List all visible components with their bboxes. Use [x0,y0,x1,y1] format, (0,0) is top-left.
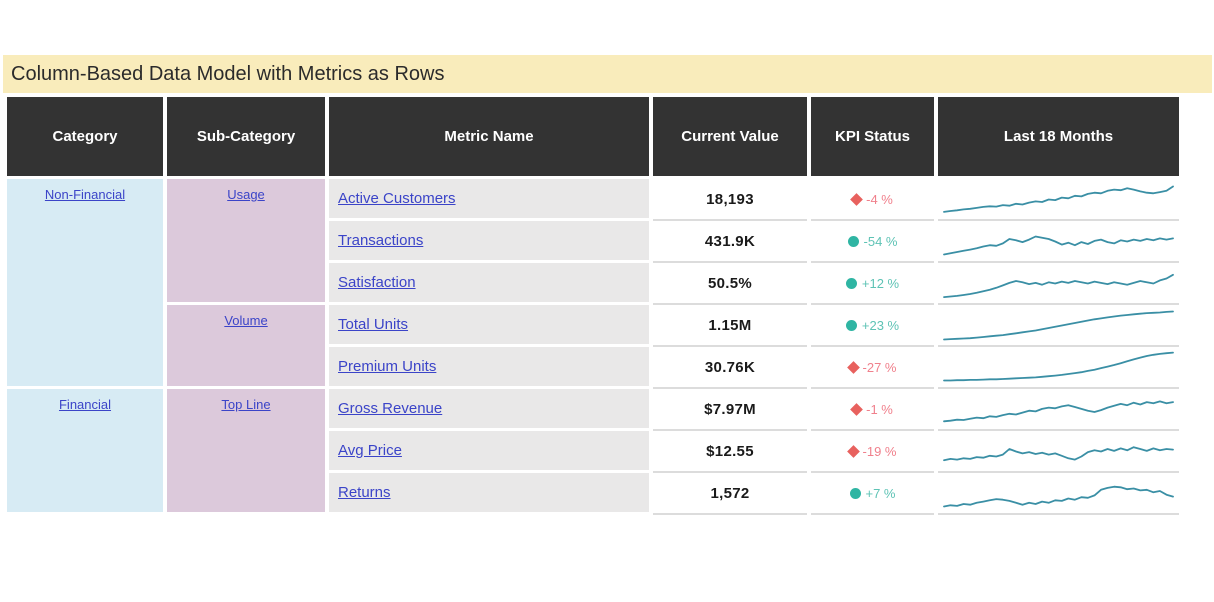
current-value: 1,572 [653,473,807,515]
metric-link[interactable]: Transactions [338,232,424,249]
sparkline [943,185,1174,213]
category-link[interactable]: Non-Financial [44,187,126,202]
sparkline [943,235,1174,256]
current-value: 1.15M [653,305,807,347]
metric-link[interactable]: Avg Price [338,442,402,459]
subcategory-link[interactable]: Usage [227,187,265,202]
category-cell-financial: Financial [7,389,163,515]
category-cell-non-financial: Non-Financial [7,179,163,389]
column-header-sub-category[interactable]: Sub-Category [167,97,325,179]
metric-cell: Avg Price [329,431,649,473]
sparkline-cell [938,347,1179,389]
metric-link[interactable]: Total Units [338,316,409,333]
metric-link[interactable]: Satisfaction [338,274,416,291]
subcategory-link[interactable]: Top Line [221,397,271,412]
sparkline-cell [938,221,1179,263]
subcategory-cell-usage: Usage [167,179,325,305]
kpi-change-text: +7 % [865,485,896,501]
kpi-change-text: -1 % [866,401,893,417]
column-header-last-18-months[interactable]: Last 18 Months [938,97,1179,179]
metric-cell: Premium Units [329,347,649,389]
metric-link[interactable]: Gross Revenue [338,400,443,417]
kpi-diamond-icon [850,402,863,416]
sparkline [943,310,1174,341]
kpi-circle-icon [845,319,857,331]
kpi-change-text: +12 % [861,275,900,291]
current-value: $7.97M [653,389,807,431]
kpi-status: -19 % [811,431,934,473]
sparkline-cell [938,431,1179,473]
metric-cell: Transactions [329,221,649,263]
column-header-metric-name[interactable]: Metric Name [329,97,649,179]
kpi-circle-icon [845,277,857,289]
sparkline-cell [938,305,1179,347]
current-value: 30.76K [653,347,807,389]
data-table: Category Sub-Category Metric Name Curren… [7,97,1179,515]
kpi-change-text: -54 % [863,233,898,249]
sparkline [943,485,1174,508]
sparkline [943,400,1174,423]
subcategory-cell-top-line: Top Line [167,389,325,515]
sparkline [943,446,1174,462]
current-value: $12.55 [653,431,807,473]
kpi-status: +23 % [811,305,934,347]
subcategory-cell-volume: Volume [167,305,325,389]
kpi-status: +12 % [811,263,934,305]
kpi-change-text: -27 % [862,359,897,375]
sparkline [943,351,1174,382]
kpi-diamond-icon [850,192,863,206]
kpi-status: -4 % [811,179,934,221]
column-header-kpi-status[interactable]: KPI Status [811,97,934,179]
kpi-status: -27 % [811,347,934,389]
kpi-diamond-icon [846,444,860,458]
metric-link[interactable]: Active Customers [338,190,456,207]
metric-cell: Satisfaction [329,263,649,305]
current-value: 431.9K [653,221,807,263]
sparkline [943,273,1174,298]
kpi-status: -54 % [811,221,934,263]
kpi-status: +7 % [811,473,934,515]
metric-link[interactable]: Returns [338,484,391,501]
current-value: 50.5% [653,263,807,305]
kpi-status: -1 % [811,389,934,431]
metric-cell: Gross Revenue [329,389,649,431]
subcategory-link[interactable]: Volume [224,313,268,328]
metric-link[interactable]: Premium Units [338,358,437,375]
metric-cell: Active Customers [329,179,649,221]
kpi-diamond-icon [846,360,860,374]
sparkline-cell [938,179,1179,221]
category-link[interactable]: Financial [58,397,112,412]
current-value: 18,193 [653,179,807,221]
sparkline-cell [938,473,1179,515]
kpi-circle-icon [847,235,859,247]
metric-cell: Returns [329,473,649,515]
column-header-category[interactable]: Category [7,97,163,179]
kpi-change-text: +23 % [861,317,900,333]
sparkline-cell [938,389,1179,431]
kpi-change-text: -19 % [862,443,897,459]
kpi-change-text: -4 % [866,191,893,207]
column-header-current-value[interactable]: Current Value [653,97,807,179]
kpi-circle-icon [849,487,861,499]
table-title: Column-Based Data Model with Metrics as … [3,55,1212,93]
metric-cell: Total Units [329,305,649,347]
sparkline-cell [938,263,1179,305]
